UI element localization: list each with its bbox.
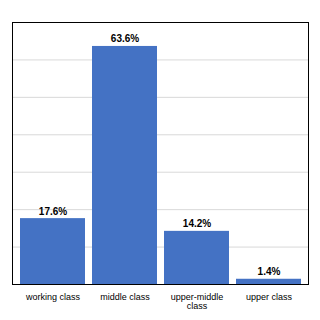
svg-text:working class: working class bbox=[25, 292, 81, 302]
svg-text:17.6%: 17.6% bbox=[39, 206, 67, 217]
svg-text:upper class: upper class bbox=[246, 292, 293, 302]
svg-text:upper-middleclass: upper-middleclass bbox=[171, 292, 224, 311]
svg-text:middle class: middle class bbox=[100, 292, 150, 302]
svg-text:1.4%: 1.4% bbox=[258, 266, 281, 277]
svg-text:63.6%: 63.6% bbox=[111, 33, 139, 44]
svg-text:14.2%: 14.2% bbox=[183, 218, 211, 229]
